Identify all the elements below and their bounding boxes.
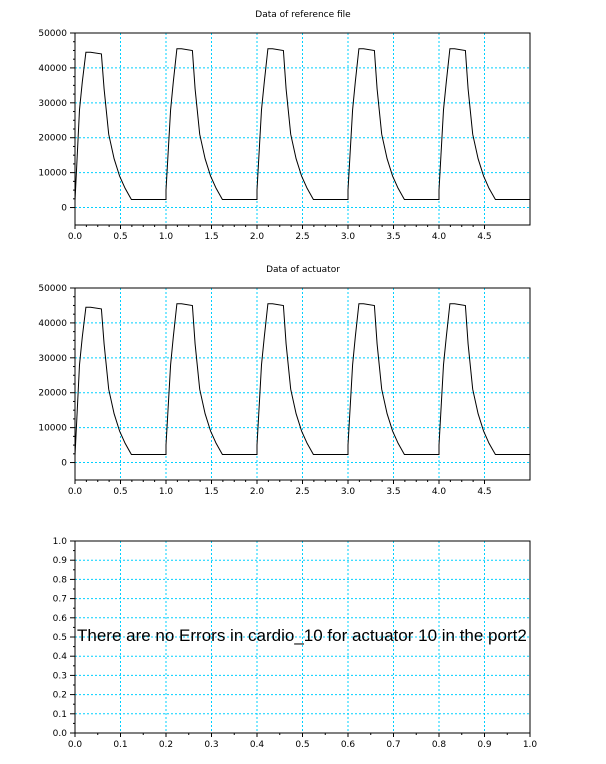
x-tick-label: 1.5 bbox=[204, 487, 218, 497]
y-tick-label: 40000 bbox=[38, 319, 67, 329]
actuator-chart: Data of actuator 0.0 0.5 1.0 1.5 2.0 2.5 3.0 3.… bbox=[38, 265, 531, 497]
y-tick-label: 0.3 bbox=[53, 671, 67, 681]
x-tick-label: 0.4 bbox=[250, 740, 265, 750]
y-tick-label: 0.1 bbox=[53, 710, 67, 720]
x-tick-label: 0.6 bbox=[341, 740, 356, 750]
grid bbox=[75, 541, 530, 733]
grid bbox=[75, 33, 530, 225]
x-tick-label: 4.5 bbox=[477, 232, 491, 242]
x-tick-label: 0.5 bbox=[113, 487, 127, 497]
x-tick-label: 2.5 bbox=[295, 232, 309, 242]
x-tick-label: 4.0 bbox=[432, 487, 447, 497]
x-tick-label: 3.5 bbox=[386, 487, 400, 497]
series-line-0 bbox=[74, 48, 530, 201]
x-tick-label: 0.0 bbox=[68, 487, 83, 497]
x-tick-label: 4.0 bbox=[432, 232, 447, 242]
error-status-annotation: There are no Errors in cardio_10 for act… bbox=[77, 626, 527, 645]
plot-frame bbox=[74, 32, 531, 226]
x-tick-label: 2.0 bbox=[250, 487, 265, 497]
x-tick-label: 0.1 bbox=[113, 740, 127, 750]
y-tick-label: 0 bbox=[61, 459, 67, 469]
x-tick-label: 0.9 bbox=[477, 740, 492, 750]
x-tick-label: 0.3 bbox=[204, 740, 218, 750]
y-tick-label: 20000 bbox=[38, 134, 67, 144]
x-tick-label: 4.5 bbox=[477, 487, 491, 497]
error-report-chart: 0.0 0.1 0.2 0.3 0.4 0.5 0.6 0.7 0.8 0.9 1.0 0.0 0.1 0… bbox=[53, 537, 538, 750]
y-tick-label: 20000 bbox=[38, 389, 67, 399]
x-tick-label: 0.7 bbox=[386, 740, 400, 750]
y-tick-label: 40000 bbox=[38, 64, 67, 74]
y-tick-label: 0.4 bbox=[53, 652, 68, 662]
y-tick-label: 0.8 bbox=[53, 575, 68, 585]
x-tick-label: 3.0 bbox=[341, 232, 356, 242]
x-tick-label: 3.0 bbox=[341, 487, 356, 497]
series-line-0 bbox=[74, 303, 530, 456]
x-tick-label: 1.0 bbox=[159, 232, 174, 242]
y-tick-label: 0.5 bbox=[53, 633, 67, 643]
y-tick-label: 1.0 bbox=[53, 537, 68, 547]
chart-title: Data of actuator bbox=[266, 265, 340, 275]
x-tick-label: 1.0 bbox=[159, 487, 174, 497]
y-tick-label: 0.9 bbox=[53, 556, 68, 566]
x-tick-label: 1.5 bbox=[204, 232, 218, 242]
grid bbox=[75, 288, 530, 480]
x-tick-label: 0.5 bbox=[295, 740, 309, 750]
x-tick-label: 0.5 bbox=[113, 232, 127, 242]
plot-frame bbox=[74, 540, 531, 734]
y-tick-label: 50000 bbox=[38, 29, 67, 39]
y-tick-label: 30000 bbox=[38, 99, 67, 109]
y-tick-label: 10000 bbox=[38, 424, 67, 434]
y-tick-label: 0.0 bbox=[53, 729, 68, 739]
plot-frame bbox=[74, 287, 531, 481]
y-tick-label: 0 bbox=[61, 204, 67, 214]
chart-title: Data of reference file bbox=[255, 10, 351, 20]
x-tick-label: 2.0 bbox=[250, 232, 265, 242]
y-tick-label: 0.6 bbox=[53, 614, 68, 624]
y-tick-label: 10000 bbox=[38, 169, 67, 179]
x-tick-label: 0.2 bbox=[159, 740, 173, 750]
y-tick-label: 0.7 bbox=[53, 595, 67, 605]
x-tick-label: 0.0 bbox=[68, 232, 83, 242]
y-tick-label: 30000 bbox=[38, 354, 67, 364]
y-tick-label: 50000 bbox=[38, 284, 67, 294]
y-tick-label: 0.2 bbox=[53, 691, 67, 701]
x-tick-label: 3.5 bbox=[386, 232, 400, 242]
reference-file-chart: Data of reference file 0.0 0.5 1.0 1.5 2.0 2.… bbox=[38, 10, 531, 242]
x-tick-label: 0.8 bbox=[432, 740, 447, 750]
x-tick-label: 0.0 bbox=[68, 740, 83, 750]
x-tick-label: 2.5 bbox=[295, 487, 309, 497]
x-tick-label: 1.0 bbox=[523, 740, 538, 750]
